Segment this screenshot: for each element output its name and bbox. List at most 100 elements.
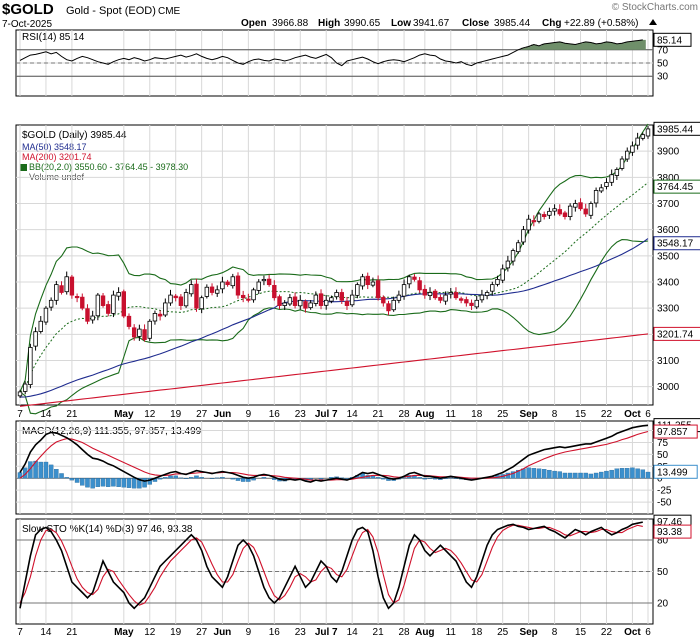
macd-histogram-bar [630, 467, 635, 479]
x-tick-label: 25 [497, 627, 509, 638]
macd-histogram-bar [432, 478, 438, 480]
price-tick-label: 3400 [657, 278, 680, 289]
macd-histogram-bar [194, 475, 199, 479]
x-tick-label: 21 [66, 409, 78, 420]
macd-histogram-bar [251, 478, 256, 481]
price-tick-label: 3900 [657, 147, 680, 158]
candle-body [287, 297, 293, 305]
candle-body [526, 218, 531, 231]
macd-histogram-bar [375, 477, 381, 479]
macd-histogram-bar [74, 478, 80, 483]
candle-body [215, 289, 220, 294]
bb-mid-value: 3764.45 [657, 182, 694, 193]
candle-body [552, 208, 557, 212]
x-tick-label: 16 [269, 627, 281, 638]
macd-histogram-bar [54, 469, 59, 479]
candle-body [261, 278, 267, 282]
macd-histogram-bar [189, 477, 194, 479]
macd-histogram-bar [69, 478, 75, 481]
macd-histogram-bar [220, 477, 225, 479]
candle-body [401, 284, 407, 297]
candle-body [630, 145, 635, 153]
candle-body [48, 299, 54, 308]
candle-body [386, 303, 391, 312]
rsi-overbought-fill [546, 43, 553, 50]
rsi-tick-label: 50 [657, 59, 669, 70]
bb-lower-band [19, 239, 649, 415]
rsi-overbought-fill [562, 43, 568, 50]
candle-body [593, 190, 599, 204]
candle-body [173, 295, 178, 299]
candle-body [573, 203, 578, 208]
macd-histogram-bar [531, 468, 537, 479]
macd-histogram-bar [510, 471, 516, 479]
ohlc-summary: Open 3966.88 High 3990.65 Low 3941.67 Cl… [241, 18, 639, 29]
candle-body [246, 298, 251, 301]
candle-body [28, 347, 33, 385]
candle-body [453, 292, 459, 299]
close-label: Close [462, 18, 490, 29]
rsi-overbought-fill [609, 42, 615, 50]
candle-body [375, 280, 381, 299]
sto-d-line [19, 524, 643, 606]
macd-histogram-bar [552, 470, 557, 479]
rsi-overbought-fill [588, 42, 594, 50]
macd-hist-value-box [653, 464, 698, 479]
rsi-overbought-fill [598, 43, 605, 50]
macd-signal-value-box [653, 424, 698, 439]
price-legend: $GOLD (Daily) 3985.44 [22, 130, 127, 141]
macd-histogram-bar [578, 472, 583, 479]
candle-body [469, 302, 474, 306]
candle-body [256, 281, 261, 291]
candle-body [43, 307, 49, 323]
x-tick-label: Jun [214, 409, 232, 420]
candle-body [339, 292, 344, 301]
candle-body [464, 299, 469, 304]
macd-histogram-bar [609, 469, 614, 479]
candle-body [433, 290, 438, 299]
chart-symbol: $GOLD [2, 1, 54, 18]
rsi-overbought-fill [541, 43, 548, 50]
macd-histogram-bar [521, 468, 526, 479]
macd-histogram-bar [116, 478, 121, 487]
macd-histogram-bar [121, 478, 127, 488]
x-tick-label: Oct [624, 409, 641, 420]
price-last-value-box [653, 121, 700, 136]
macd-histogram-bar [43, 461, 49, 479]
macd-tick-label: 0 [657, 474, 663, 485]
rsi-overbought-fill [593, 43, 600, 50]
x-tick-label: 14 [40, 409, 52, 420]
rsi-overbought-fill [572, 44, 579, 50]
macd-histogram-bar [635, 468, 640, 479]
candle-body [152, 313, 158, 322]
chart-name: Gold - Spot (EOD) [66, 5, 156, 17]
rsi-overbought-fill [603, 41, 610, 50]
x-tick-label: 25 [497, 409, 509, 420]
candle-body [38, 320, 43, 332]
candle-body [531, 220, 537, 223]
rsi-last-value-box [653, 32, 692, 47]
candle-body [142, 329, 147, 340]
candle-body [344, 300, 350, 306]
macd-histogram-bar [318, 478, 324, 480]
macd-histogram-bar [147, 478, 152, 485]
sto-d-value: 93.38 [657, 527, 682, 538]
x-tick-label: Oct [624, 627, 641, 638]
candle-body [640, 134, 646, 139]
candle-body [116, 292, 121, 297]
rsi-line [19, 39, 643, 67]
rsi-overbought-fill [536, 45, 543, 50]
macd-histogram-bar [137, 478, 142, 489]
x-tick-label: Aug [415, 627, 434, 638]
x-tick-label: 15 [575, 409, 587, 420]
low-value: 3941.67 [413, 18, 450, 29]
candle-body [625, 150, 630, 160]
candle-body [209, 286, 215, 293]
x-tick-label: 8 [552, 627, 558, 638]
candle-body [282, 302, 287, 306]
x-tick-label: Jun [214, 627, 232, 638]
close-value: 3985.44 [494, 18, 531, 29]
chart-date: 7-Oct-2025 [2, 19, 52, 30]
watermark: © StockCharts.com [612, 2, 698, 13]
